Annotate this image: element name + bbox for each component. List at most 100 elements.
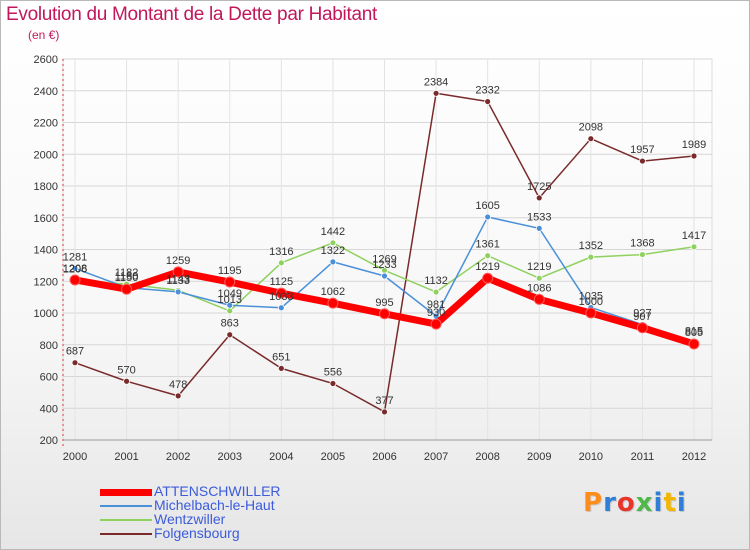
- data-point: [535, 224, 543, 232]
- data-point: [277, 259, 285, 267]
- data-point: [226, 301, 234, 309]
- x-tick-label: 2011: [631, 451, 655, 463]
- data-point: [484, 213, 492, 221]
- data-point: [432, 89, 440, 97]
- data-labels: 1208 1150 1259 1195 1125 1062 995 930 1219 1086 10…: [63, 76, 706, 407]
- data-label: 995: [375, 297, 393, 309]
- legend-label: Wentzwiller: [154, 511, 226, 527]
- legend-swatch: [100, 533, 152, 535]
- data-point: [71, 264, 79, 272]
- data-point: [277, 365, 285, 372]
- y-tick-label: 400: [40, 403, 58, 415]
- data-label: 1143: [166, 273, 190, 285]
- data-point: [587, 253, 595, 261]
- data-point: [172, 266, 184, 278]
- data-label: 1259: [166, 255, 190, 267]
- data-label: 1208: [63, 263, 87, 275]
- data-label: 815: [685, 325, 703, 337]
- legend-item: Michelbach-le-Haut: [100, 497, 360, 514]
- data-label: 1352: [579, 240, 603, 252]
- x-tick-label: 2001: [114, 451, 138, 463]
- data-label: 2332: [475, 85, 499, 97]
- y-tick-label: 800: [40, 340, 58, 352]
- y-tick-label: 1800: [34, 181, 58, 193]
- x-tick-label: 2010: [579, 451, 603, 463]
- legend-label: ATTENSCHWILLER: [154, 483, 281, 499]
- data-label: 1000: [579, 296, 603, 308]
- data-label: 1368: [630, 238, 654, 250]
- data-label: 1957: [630, 144, 654, 156]
- data-point: [381, 272, 388, 280]
- y-tick-label: 1000: [34, 308, 58, 320]
- data-label: 1125: [270, 276, 294, 288]
- data-point: [277, 304, 285, 312]
- x-tick-label: 2006: [372, 451, 396, 463]
- y-tick-label: 2400: [34, 86, 58, 98]
- data-point: [174, 392, 182, 400]
- data-point: [275, 287, 287, 299]
- data-label: 1049: [218, 288, 242, 300]
- data-label: 1533: [527, 211, 551, 223]
- data-point: [484, 98, 492, 105]
- data-label: 1195: [218, 265, 242, 277]
- data-point: [430, 318, 442, 330]
- data-point: [381, 408, 388, 416]
- data-label: 1322: [321, 245, 345, 257]
- legend-swatch: [100, 489, 152, 496]
- y-tick-label: 2000: [34, 149, 58, 161]
- data-label: 1281: [63, 251, 87, 263]
- data-label: 1206: [63, 263, 87, 275]
- data-point: [71, 359, 79, 367]
- data-label: 651: [272, 351, 290, 363]
- data-label: 1605: [475, 200, 499, 212]
- data-point: [585, 307, 597, 319]
- x-tick-label: 2002: [166, 451, 190, 463]
- data-point: [639, 157, 646, 165]
- data-point: [639, 251, 646, 258]
- data-point: [123, 377, 130, 385]
- legend-item: Wentzwiller: [100, 511, 360, 528]
- data-label: 1035: [579, 290, 603, 302]
- data-label: 570: [117, 364, 135, 376]
- legend-item: Folgensbourg: [100, 525, 360, 542]
- x-tick-label: 2008: [475, 451, 499, 463]
- data-label: 556: [324, 366, 342, 378]
- data-point: [226, 307, 234, 315]
- data-label: 907: [633, 311, 651, 323]
- data-point: [535, 194, 543, 202]
- proxiti-logo: Proxiti: [583, 488, 687, 518]
- data-label: 1219: [475, 261, 499, 273]
- data-point: [329, 380, 337, 387]
- data-label: 1013: [218, 294, 242, 306]
- data-label: 687: [66, 346, 84, 358]
- data-label: 1725: [527, 181, 551, 193]
- data-label: 2384: [424, 76, 448, 88]
- y-tick-label: 2600: [34, 54, 58, 66]
- data-point: [482, 272, 494, 284]
- legend-label: Michelbach-le-Haut: [154, 497, 275, 513]
- data-label: 930: [427, 307, 445, 319]
- data-point: [327, 297, 339, 309]
- data-point: [484, 252, 492, 260]
- chart-subtitle: (en €): [28, 28, 60, 42]
- axes: 200 400 600 800 1000 1200 1400 1600 1800 2000 2200…: [34, 54, 712, 463]
- data-point: [636, 322, 648, 334]
- data-label: 1086: [527, 282, 551, 294]
- data-point: [535, 274, 543, 282]
- x-tick-label: 2005: [321, 451, 345, 463]
- x-tick-label: 2007: [424, 451, 448, 463]
- data-label: 478: [169, 379, 187, 391]
- x-tick-label: 2004: [269, 451, 293, 463]
- y-tick-label: 1200: [34, 276, 58, 288]
- data-label: 1233: [372, 259, 396, 271]
- data-point: [690, 152, 698, 160]
- x-tick-label: 2012: [682, 451, 706, 463]
- x-tick-label: 2003: [218, 451, 242, 463]
- data-point: [224, 276, 236, 288]
- x-tick-label: 2000: [63, 451, 87, 463]
- data-point: [533, 293, 545, 305]
- data-label: 2098: [579, 122, 603, 134]
- data-label: 1150: [115, 272, 139, 284]
- data-label: 1219: [527, 261, 551, 273]
